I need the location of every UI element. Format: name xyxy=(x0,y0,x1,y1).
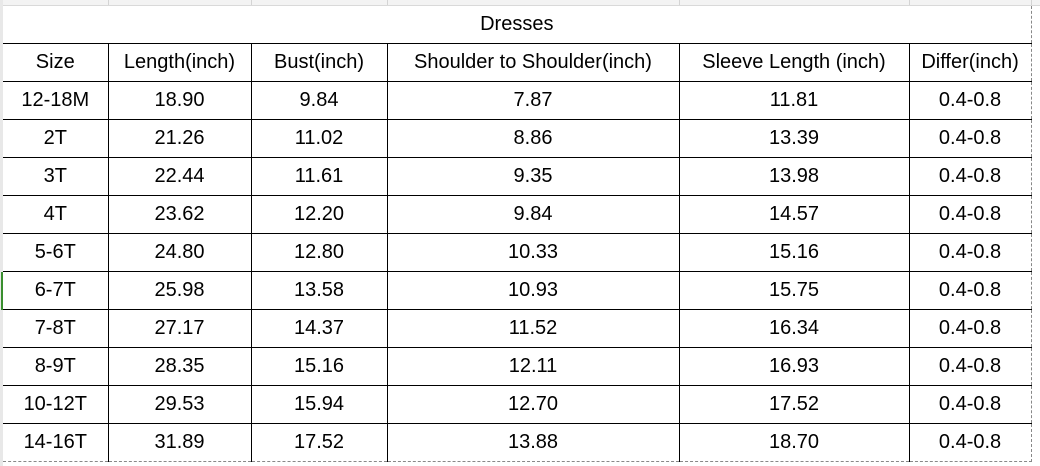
cell-bust[interactable]: 9.84 xyxy=(250,81,388,120)
table-row: 7-8T 27.17 14.37 11.52 16.34 0.4-0.8 xyxy=(3,309,1032,348)
cell-sleeve[interactable]: 11.81 xyxy=(678,81,910,120)
header-shoulder[interactable]: Shoulder to Shoulder(inch) xyxy=(386,43,680,82)
cell-length[interactable]: 21.26 xyxy=(107,119,252,158)
cell-shoulder[interactable]: 13.88 xyxy=(386,423,680,462)
cell-bust[interactable]: 15.16 xyxy=(250,347,388,386)
cell-shoulder[interactable]: 7.87 xyxy=(386,81,680,120)
cell-differ[interactable]: 0.4-0.8 xyxy=(908,119,1032,158)
cell-sleeve[interactable]: 18.70 xyxy=(678,423,910,462)
table-row: 6-7T 25.98 13.58 10.93 15.75 0.4-0.8 xyxy=(3,271,1032,310)
cell-bust[interactable]: 11.61 xyxy=(250,157,388,196)
cell-size[interactable]: 12-18M xyxy=(3,81,109,120)
cell-shoulder[interactable]: 8.86 xyxy=(386,119,680,158)
cell-sleeve[interactable]: 13.98 xyxy=(678,157,910,196)
cell-differ[interactable]: 0.4-0.8 xyxy=(908,347,1032,386)
header-bust[interactable]: Bust(inch) xyxy=(250,43,388,82)
cell-differ[interactable]: 0.4-0.8 xyxy=(908,81,1032,120)
cell-size[interactable]: 5-6T xyxy=(3,233,109,272)
table-row: 4T 23.62 12.20 9.84 14.57 0.4-0.8 xyxy=(3,195,1032,234)
cell-size[interactable]: 14-16T xyxy=(3,423,109,462)
cell-differ[interactable]: 0.4-0.8 xyxy=(908,233,1032,272)
cell-differ[interactable]: 0.4-0.8 xyxy=(908,157,1032,196)
cell-differ[interactable]: 0.4-0.8 xyxy=(908,195,1032,234)
cell-bust[interactable]: 15.94 xyxy=(250,385,388,424)
cell-sleeve[interactable]: 13.39 xyxy=(678,119,910,158)
cell-bust[interactable]: 17.52 xyxy=(250,423,388,462)
cell-shoulder[interactable]: 9.35 xyxy=(386,157,680,196)
cell-shoulder[interactable]: 12.11 xyxy=(386,347,680,386)
cell-shoulder[interactable]: 11.52 xyxy=(386,309,680,348)
cell-size[interactable]: 7-8T xyxy=(3,309,109,348)
cell-shoulder[interactable]: 12.70 xyxy=(386,385,680,424)
cell-size[interactable]: 3T xyxy=(3,157,109,196)
table-row: 12-18M 18.90 9.84 7.87 11.81 0.4-0.8 xyxy=(3,81,1032,120)
header-length[interactable]: Length(inch) xyxy=(107,43,252,82)
table-title[interactable]: Dresses xyxy=(3,6,1032,44)
cell-sleeve[interactable]: 17.52 xyxy=(678,385,910,424)
header-differ[interactable]: Differ(inch) xyxy=(908,43,1032,82)
cell-bust[interactable]: 14.37 xyxy=(250,309,388,348)
cell-sleeve[interactable]: 16.34 xyxy=(678,309,910,348)
cell-length[interactable]: 29.53 xyxy=(107,385,252,424)
cell-length[interactable]: 28.35 xyxy=(107,347,252,386)
cell-length[interactable]: 27.17 xyxy=(107,309,252,348)
title-row: Dresses xyxy=(3,6,1032,44)
cell-length[interactable]: 24.80 xyxy=(107,233,252,272)
header-size[interactable]: Size xyxy=(3,43,109,82)
header-row: Size Length(inch) Bust(inch) Shoulder to Sh… xyxy=(3,43,1032,82)
cell-length[interactable]: 25.98 xyxy=(107,271,252,310)
table-row: 10-12T 29.53 15.94 12.70 17.52 0.4-0.8 xyxy=(3,385,1032,424)
cell-sleeve[interactable]: 16.93 xyxy=(678,347,910,386)
table-row: 8-9T 28.35 15.16 12.11 16.93 0.4-0.8 xyxy=(3,347,1032,386)
cell-shoulder[interactable]: 10.93 xyxy=(386,271,680,310)
cell-size[interactable]: 4T xyxy=(3,195,109,234)
table-row: 2T 21.26 11.02 8.86 13.39 0.4-0.8 xyxy=(3,119,1032,158)
cell-bust[interactable]: 13.58 xyxy=(250,271,388,310)
cell-length[interactable]: 23.62 xyxy=(107,195,252,234)
cell-differ[interactable]: 0.4-0.8 xyxy=(908,271,1032,310)
row-gridlines xyxy=(0,0,3,466)
cell-differ[interactable]: 0.4-0.8 xyxy=(908,423,1032,462)
cell-selection-marker xyxy=(1,272,3,310)
cell-size[interactable]: 8-9T xyxy=(3,347,109,386)
cell-bust[interactable]: 12.80 xyxy=(250,233,388,272)
cell-shoulder[interactable]: 9.84 xyxy=(386,195,680,234)
cell-sleeve[interactable]: 15.75 xyxy=(678,271,910,310)
cell-length[interactable]: 18.90 xyxy=(107,81,252,120)
cell-sleeve[interactable]: 14.57 xyxy=(678,195,910,234)
cell-size[interactable]: 10-12T xyxy=(3,385,109,424)
cell-size[interactable]: 6-7T xyxy=(3,271,109,310)
table-row: 5-6T 24.80 12.80 10.33 15.16 0.4-0.8 xyxy=(3,233,1032,272)
cell-bust[interactable]: 12.20 xyxy=(250,195,388,234)
cell-sleeve[interactable]: 15.16 xyxy=(678,233,910,272)
cell-differ[interactable]: 0.4-0.8 xyxy=(908,309,1032,348)
cell-differ[interactable]: 0.4-0.8 xyxy=(908,385,1032,424)
size-chart-table: Dresses Size Length(inch) Bust(inch) Should… xyxy=(3,6,1032,462)
cell-length[interactable]: 22.44 xyxy=(107,157,252,196)
header-sleeve[interactable]: Sleeve Length (inch) xyxy=(678,43,910,82)
table-row: 14-16T 31.89 17.52 13.88 18.70 0.4-0.8 xyxy=(3,423,1032,462)
cell-bust[interactable]: 11.02 xyxy=(250,119,388,158)
table-row: 3T 22.44 11.61 9.35 13.98 0.4-0.8 xyxy=(3,157,1032,196)
column-gridlines xyxy=(0,0,1040,6)
cell-size[interactable]: 2T xyxy=(3,119,109,158)
cell-shoulder[interactable]: 10.33 xyxy=(386,233,680,272)
cell-length[interactable]: 31.89 xyxy=(107,423,252,462)
